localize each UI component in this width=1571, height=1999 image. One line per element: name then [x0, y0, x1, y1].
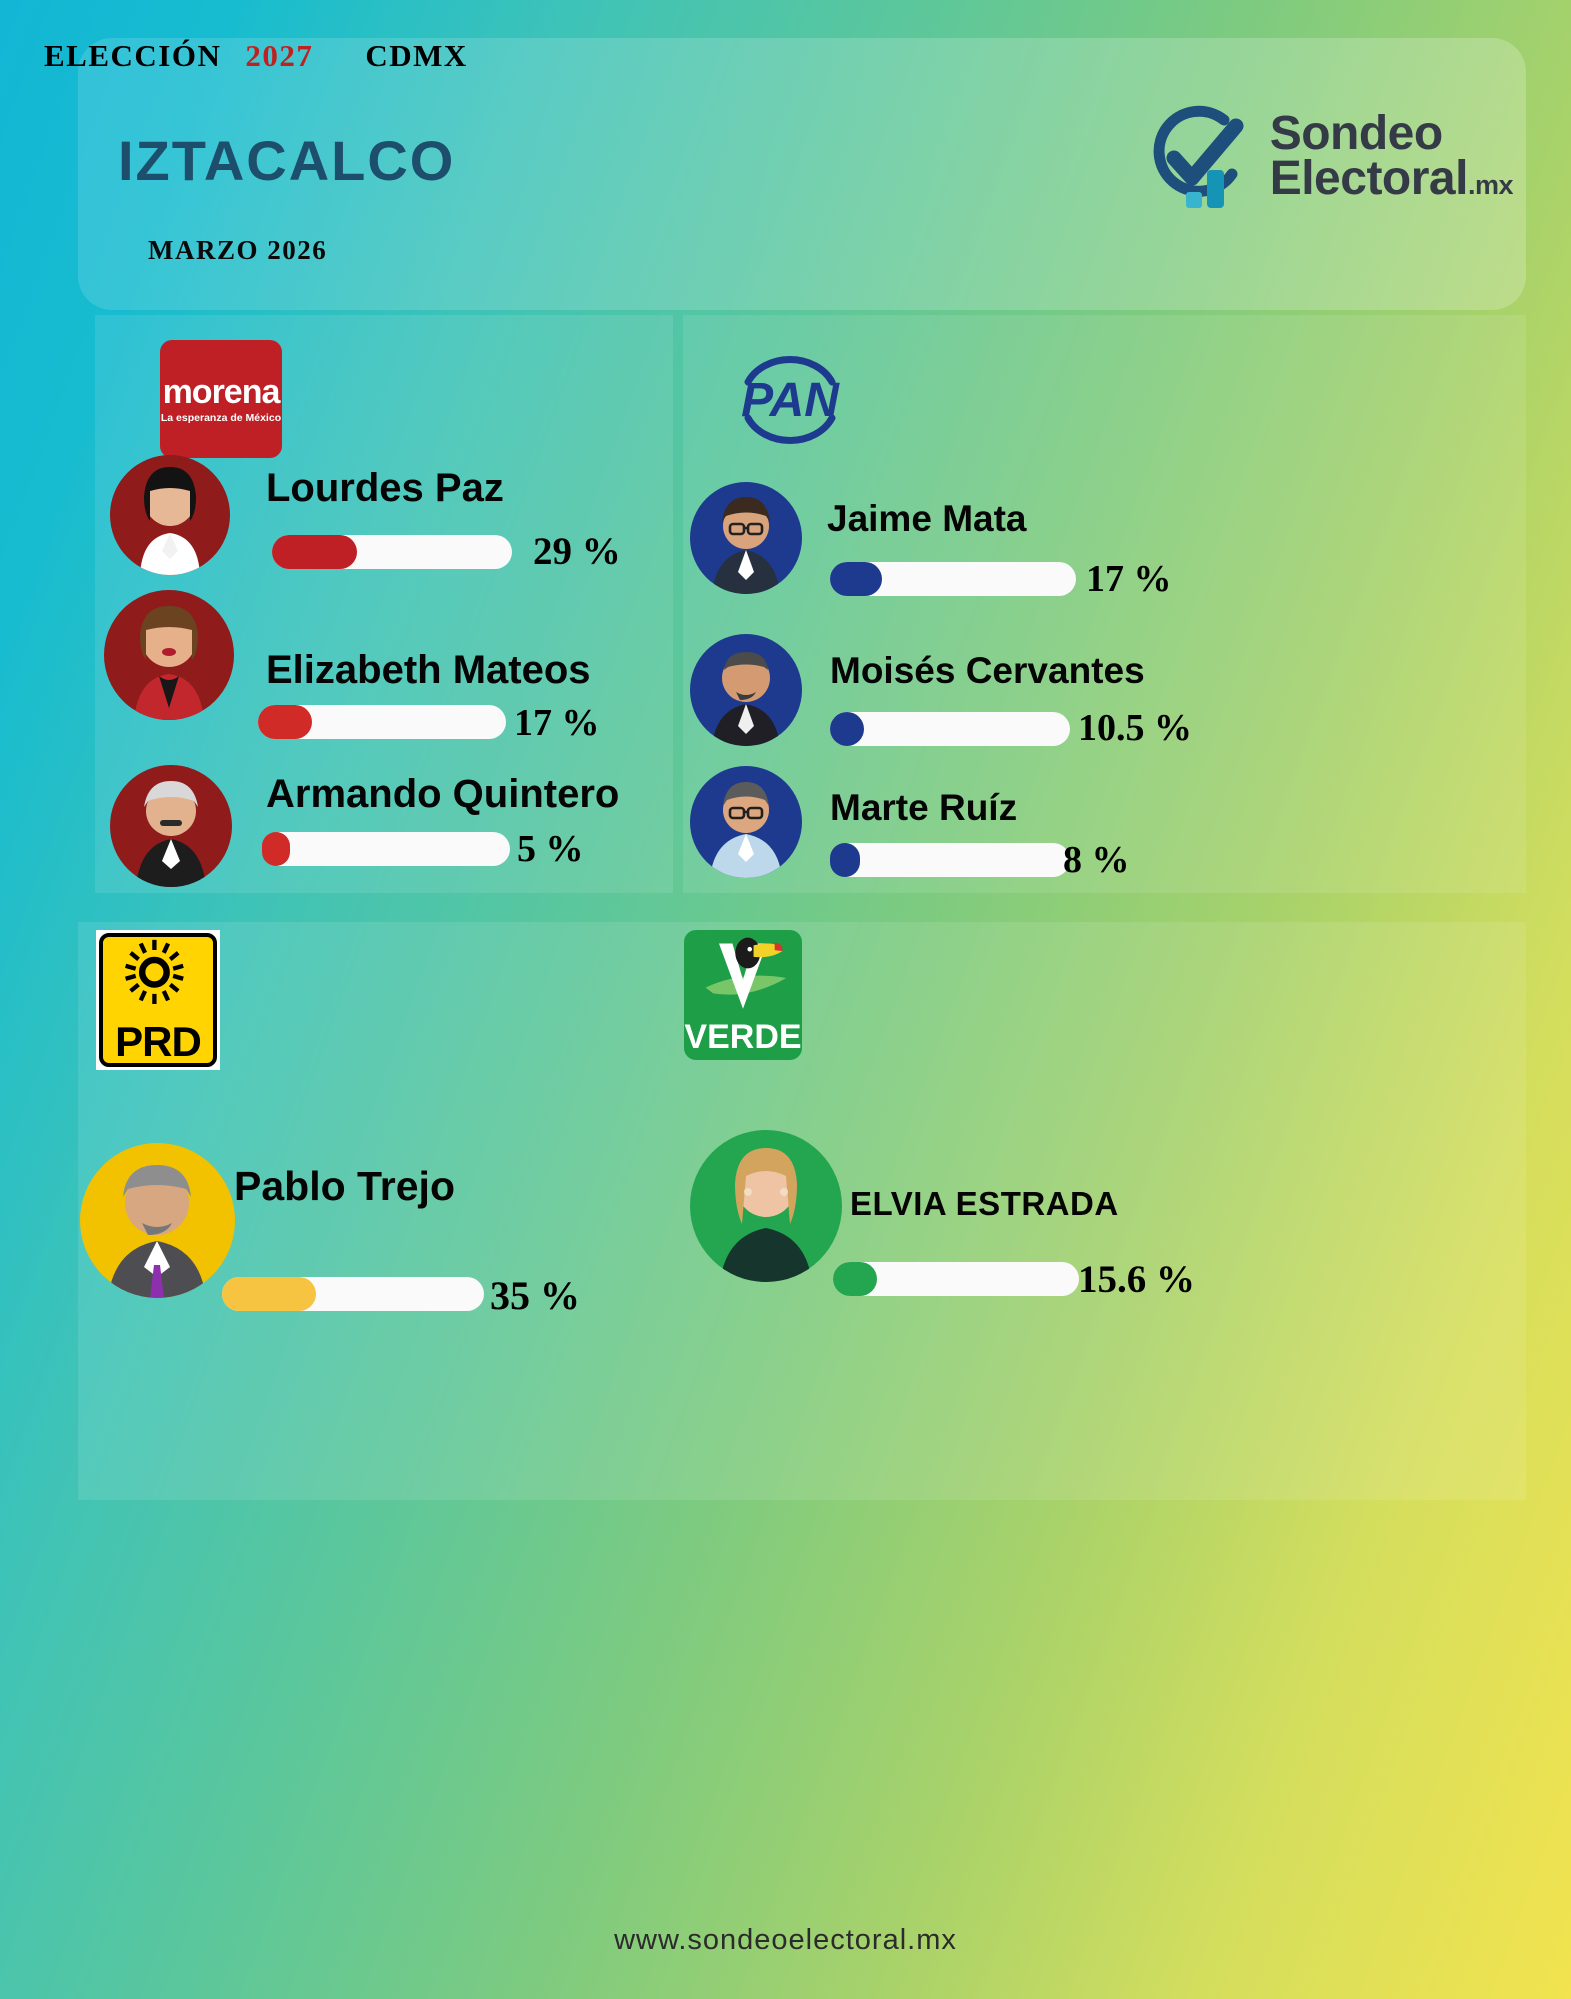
- result-bar-track: [272, 535, 512, 569]
- svg-text:PAN: PAN: [741, 374, 840, 427]
- candidate-name: Lourdes Paz: [266, 466, 504, 510]
- brand-line2-wrap: Electoral .mx: [1269, 152, 1514, 205]
- eyebrow-election-year: 2027: [245, 38, 314, 73]
- candidate-name: Moisés Cervantes: [830, 650, 1145, 691]
- morena-logo-tagline: La esperanza de México: [160, 411, 282, 424]
- prd-logo: PRD: [96, 930, 220, 1070]
- candidate-name: Elizabeth Mateos: [266, 648, 591, 692]
- result-value: 17 %: [1086, 558, 1172, 600]
- brand-line1: Sondeo: [1269, 106, 1444, 160]
- candidate-name: Armando Quintero: [266, 772, 620, 816]
- header-date: MARZO 2026: [148, 235, 328, 265]
- result-value: 17 %: [514, 702, 600, 744]
- avatar: [110, 455, 230, 575]
- result-value: 29 %: [533, 530, 621, 573]
- candidate-name: ELVIA ESTRADA: [850, 1185, 1119, 1222]
- verde-logo-word: VERDE: [684, 1018, 802, 1056]
- result-bar-fill: [258, 705, 312, 739]
- party-panel-pan: [683, 315, 1526, 893]
- result-bar-track: [258, 705, 506, 739]
- result-value: 15.6 %: [1078, 1258, 1195, 1301]
- result-bar-track: [833, 1262, 1079, 1296]
- result-bar-fill: [272, 535, 357, 569]
- brand-line2: Electoral: [1269, 152, 1469, 205]
- brand-wordmark: Sondeo Electoral .mx: [1269, 109, 1514, 205]
- avatar: [690, 766, 802, 878]
- footer-url[interactable]: www.sondeoelectoral.mx: [614, 1924, 957, 1956]
- avatar: [80, 1143, 235, 1298]
- prd-logo-word: PRD: [115, 1018, 202, 1065]
- check-chart-icon: [1128, 92, 1256, 220]
- avatar: [690, 482, 802, 594]
- morena-logo: morena La esperanza de México: [160, 340, 282, 458]
- morena-logo-word: morena: [162, 372, 281, 411]
- avatar: [690, 1130, 842, 1282]
- result-value: 8 %: [1063, 839, 1130, 881]
- candidate-name: Pablo Trejo: [234, 1163, 455, 1209]
- result-value: 5 %: [517, 828, 584, 870]
- result-bar-track: [830, 562, 1076, 596]
- page-title: IZTACALCO: [118, 129, 456, 192]
- brand-tld: .mx: [1467, 170, 1514, 200]
- eyebrow-election-label: ELECCIÓN: [44, 38, 222, 73]
- avatar: [110, 765, 232, 887]
- result-bar-track: [222, 1277, 484, 1311]
- result-bar-fill: [262, 832, 290, 866]
- result-value: 10.5 %: [1078, 707, 1192, 749]
- eyebrow-region: CDMX: [365, 38, 468, 73]
- header-eyebrow: ELECCIÓN 2027 CDMX: [44, 38, 468, 74]
- result-bar-track: [830, 843, 1070, 877]
- brand-logo: Sondeo Electoral .mx: [1128, 92, 1514, 220]
- pan-logo: PAN: [722, 340, 858, 460]
- result-bar-fill: [222, 1277, 316, 1311]
- avatar: [690, 634, 802, 746]
- result-bar-fill: [833, 1262, 877, 1296]
- verde-logo: VERDE: [684, 930, 802, 1060]
- result-bar-fill: [830, 843, 860, 877]
- result-bar-track: [262, 832, 510, 866]
- result-value: 35 %: [490, 1273, 580, 1318]
- prd-logo-inner: PRD: [99, 933, 217, 1067]
- avatar: [104, 590, 234, 720]
- candidate-name: Marte Ruíz: [830, 787, 1018, 828]
- result-bar-fill: [830, 562, 882, 596]
- candidate-name: Jaime Mata: [827, 498, 1027, 539]
- result-bar-fill: [830, 712, 864, 746]
- result-bar-track: [830, 712, 1070, 746]
- header-card: [78, 38, 1526, 310]
